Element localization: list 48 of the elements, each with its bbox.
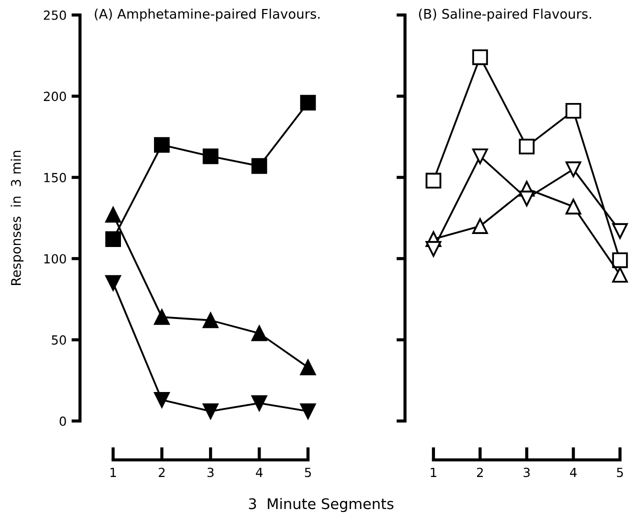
point bbox=[472, 218, 488, 234]
point bbox=[202, 403, 218, 420]
point bbox=[251, 325, 268, 342]
point bbox=[105, 206, 121, 223]
point bbox=[426, 241, 442, 257]
point bbox=[300, 94, 316, 111]
x-axis-title: 3 Minute Segments bbox=[249, 498, 394, 512]
point bbox=[251, 395, 268, 411]
point bbox=[518, 138, 535, 154]
point bbox=[300, 403, 316, 420]
x-tick-label: 1 bbox=[110, 468, 116, 477]
point bbox=[105, 231, 121, 247]
point bbox=[612, 223, 628, 239]
y-tick-label: 50 bbox=[52, 335, 66, 345]
chart-title: (B) Saline-paired Flavours. bbox=[419, 8, 592, 22]
x-tick-label: 2 bbox=[477, 468, 483, 477]
point bbox=[105, 275, 121, 291]
point bbox=[154, 137, 170, 153]
point bbox=[154, 392, 170, 408]
point bbox=[566, 198, 582, 214]
x-tick-label: 5 bbox=[304, 468, 311, 478]
point bbox=[566, 161, 582, 178]
y-tick-label: 0 bbox=[60, 416, 66, 426]
point bbox=[472, 49, 488, 66]
point bbox=[300, 360, 316, 376]
x-tick-label: 4 bbox=[256, 468, 263, 477]
x-tick-label: 4 bbox=[570, 468, 577, 477]
x-tick-label: 3 bbox=[208, 468, 214, 478]
y-tick-label: 100 bbox=[44, 254, 66, 264]
point bbox=[612, 266, 628, 283]
point bbox=[251, 158, 268, 174]
y-tick-label: 250 bbox=[44, 10, 66, 20]
y-axis-title: Responses in 3 min bbox=[10, 150, 24, 285]
chart-title: (A) Amphetamine-paired Flavours. bbox=[94, 8, 320, 22]
point bbox=[612, 252, 628, 268]
point bbox=[202, 148, 218, 164]
y-tick-label: 200 bbox=[44, 92, 66, 102]
x-tick-label: 1 bbox=[430, 468, 436, 477]
point bbox=[518, 190, 535, 206]
y-tick-label: 150 bbox=[44, 172, 66, 182]
x-tick-label: 5 bbox=[616, 468, 623, 478]
point bbox=[426, 172, 442, 188]
point bbox=[566, 102, 582, 119]
x-tick-label: 3 bbox=[524, 468, 530, 478]
point bbox=[472, 148, 488, 164]
point bbox=[202, 312, 218, 328]
point bbox=[154, 309, 170, 325]
x-tick-label: 2 bbox=[158, 468, 165, 477]
